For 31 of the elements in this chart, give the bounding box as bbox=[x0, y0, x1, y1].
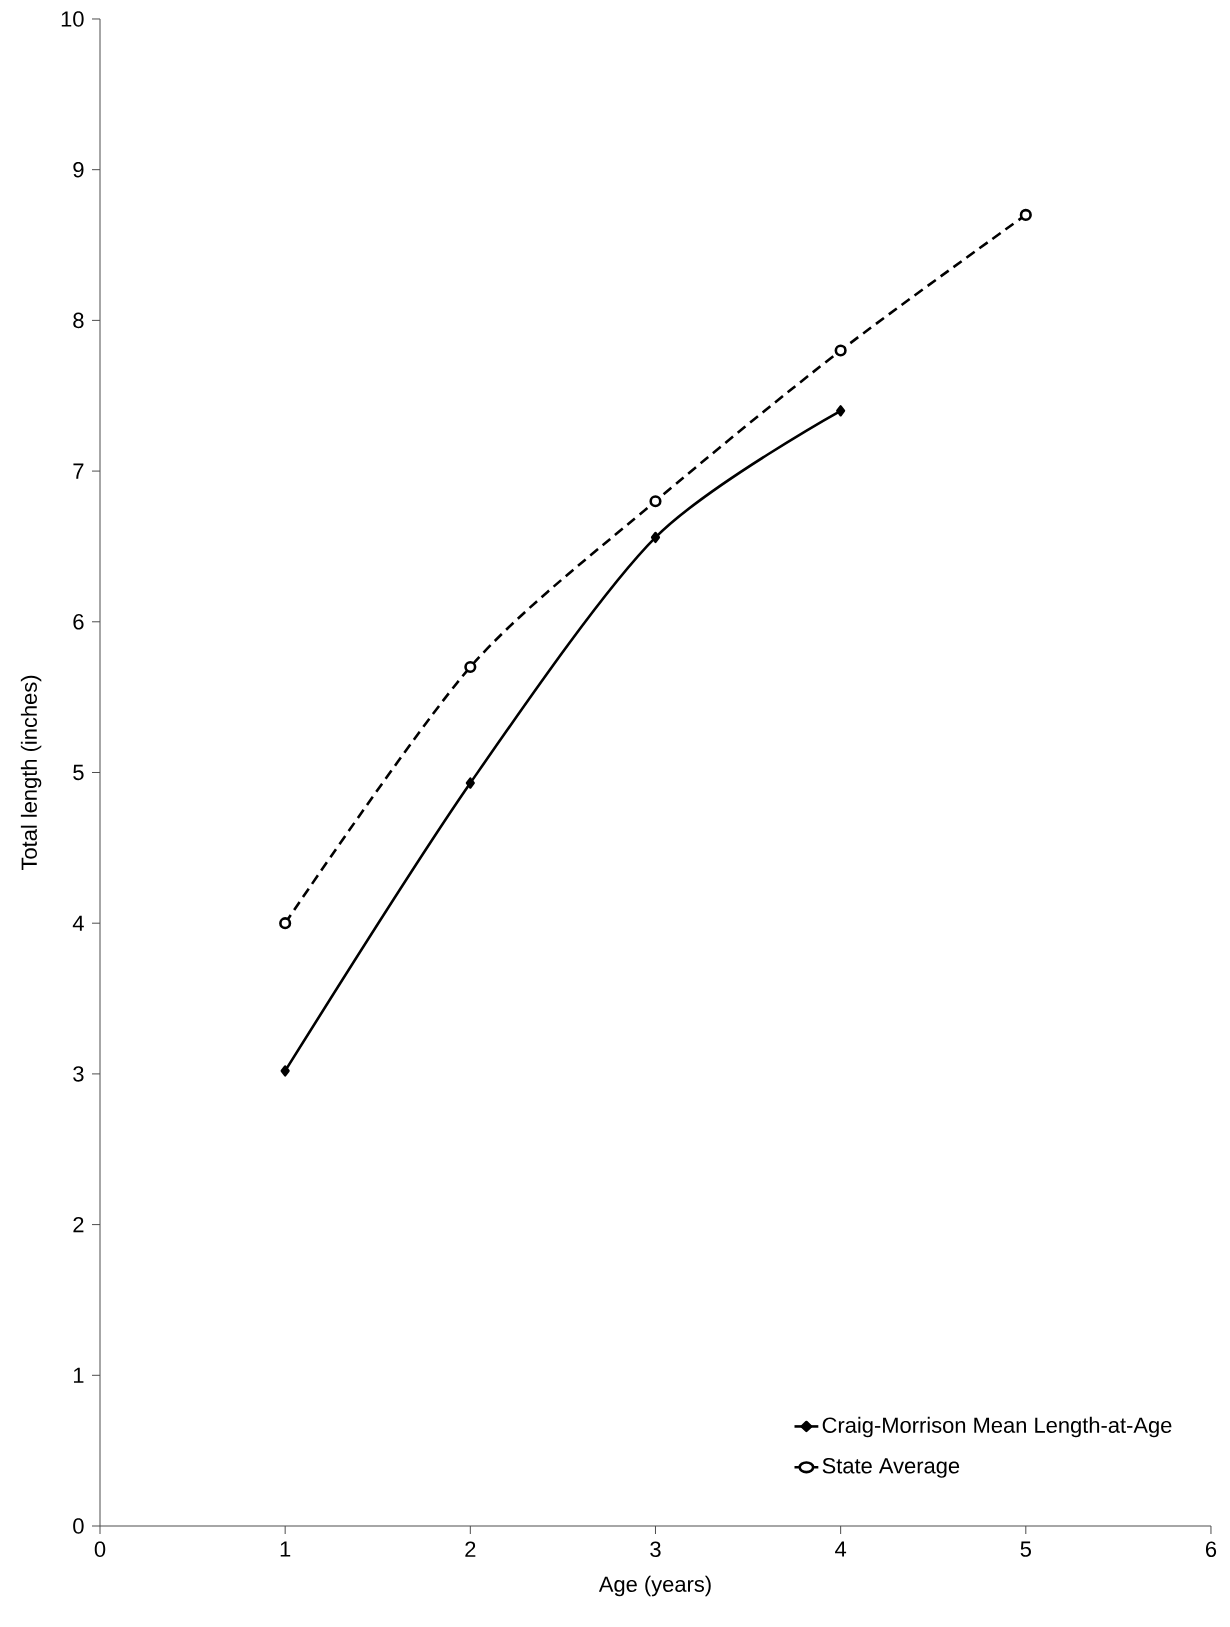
x-tick-label: 2 bbox=[465, 1541, 476, 1557]
y-tick-label: 2 bbox=[73, 1216, 84, 1233]
x-tick-label: 0 bbox=[94, 1541, 106, 1558]
x-tick-label: 6 bbox=[1205, 1541, 1217, 1558]
point bbox=[649, 495, 662, 508]
x-tick-label: 3 bbox=[650, 1541, 661, 1558]
x-tick-label: 5 bbox=[1020, 1541, 1031, 1557]
y-tick-label: 7 bbox=[73, 463, 84, 479]
point bbox=[650, 531, 661, 544]
y-tick-label: 0 bbox=[73, 1518, 84, 1534]
y-tick-label: 3 bbox=[73, 1066, 84, 1082]
point bbox=[464, 660, 477, 674]
point bbox=[836, 405, 846, 417]
y-tick-label: 5 bbox=[73, 764, 84, 781]
point bbox=[465, 777, 475, 789]
y-tick-label: 9 bbox=[73, 161, 84, 178]
x-tick-label: 4 bbox=[835, 1541, 847, 1557]
y-tick-label: 1 bbox=[73, 1367, 84, 1383]
x-tick-label: 1 bbox=[280, 1541, 291, 1557]
y-tick-label: 4 bbox=[72, 915, 84, 931]
y-axis-title: Total length (inches) bbox=[20, 675, 42, 871]
y-tick-label: 6 bbox=[73, 614, 84, 630]
point bbox=[834, 344, 847, 357]
y-tick-label: 8 bbox=[73, 312, 84, 329]
point bbox=[1019, 208, 1032, 221]
legend-label: State Average bbox=[822, 1458, 960, 1478]
x-axis-title: Age (years) bbox=[598, 1575, 711, 1597]
point bbox=[279, 917, 292, 930]
point bbox=[280, 1065, 290, 1077]
y-tick-label: 10 bbox=[61, 11, 84, 27]
legend-label: Craig-Morrison Mean Length-at-Age bbox=[822, 1416, 1172, 1438]
